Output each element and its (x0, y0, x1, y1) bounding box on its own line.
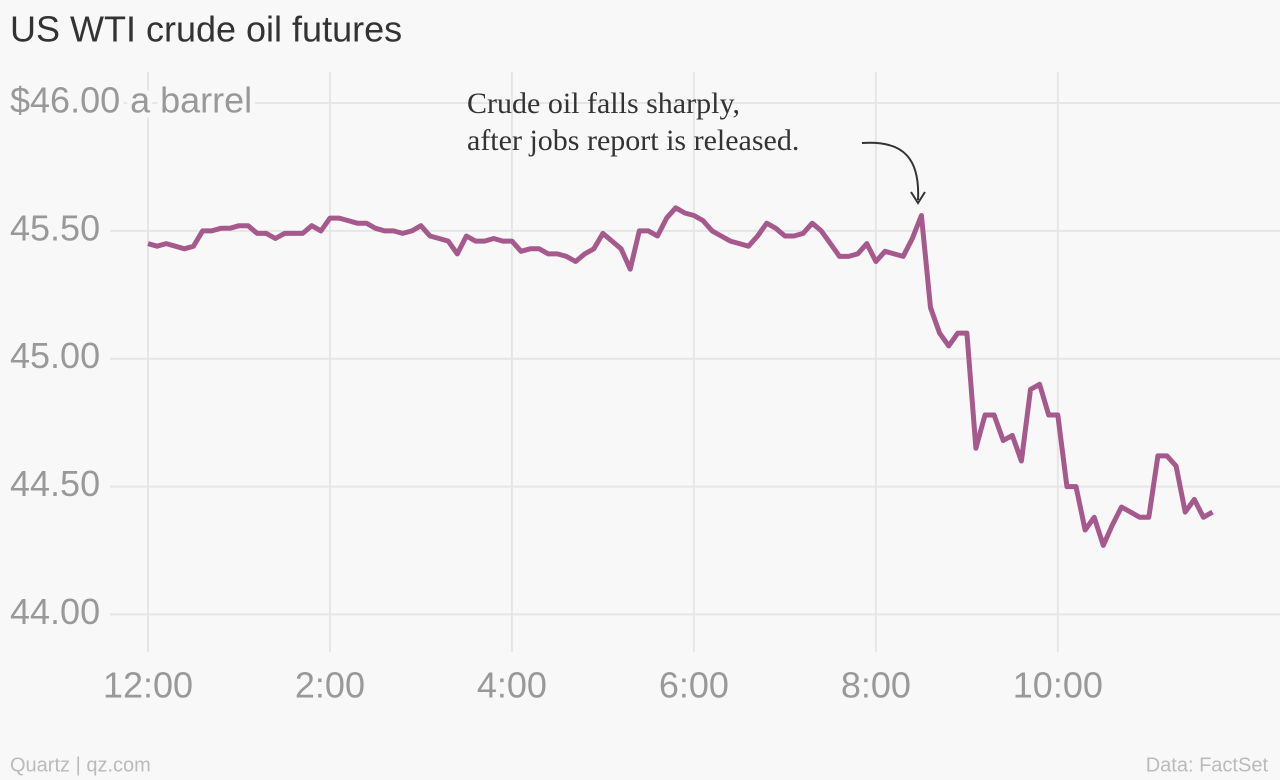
credit: Quartz | qz.com (10, 754, 151, 776)
x-tick-label: 4:00 (477, 665, 547, 706)
arrow-head (910, 191, 926, 205)
y-tick-label: 45.50 (10, 207, 100, 248)
x-tick-label: 2:00 (295, 665, 365, 706)
annotation-line: Crude oil falls sharply, (467, 87, 740, 120)
chart-title: US WTI crude oil futures (10, 9, 402, 50)
price-line (147, 205, 1214, 548)
x-tick-label: 8:00 (841, 665, 911, 706)
y-tick-label: 44.50 (10, 463, 100, 504)
annotation: Crude oil falls sharply, after jobs repo… (467, 87, 799, 157)
plot (147, 205, 1214, 548)
source: Data: FactSet (1146, 754, 1269, 776)
y-tick-label: 45.00 (10, 335, 100, 376)
annotation-line: after jobs report is released. (467, 124, 799, 157)
grid (110, 72, 1280, 652)
y-tick-label: 44.00 (10, 591, 100, 632)
annotation-arrow (861, 141, 920, 201)
x-tick-label: 10:00 (1013, 665, 1103, 706)
x-tick-label: 12:00 (103, 665, 193, 706)
x-tick-label: 6:00 (659, 665, 729, 706)
y-tick-label: $46.00 a barrel (10, 80, 252, 121)
